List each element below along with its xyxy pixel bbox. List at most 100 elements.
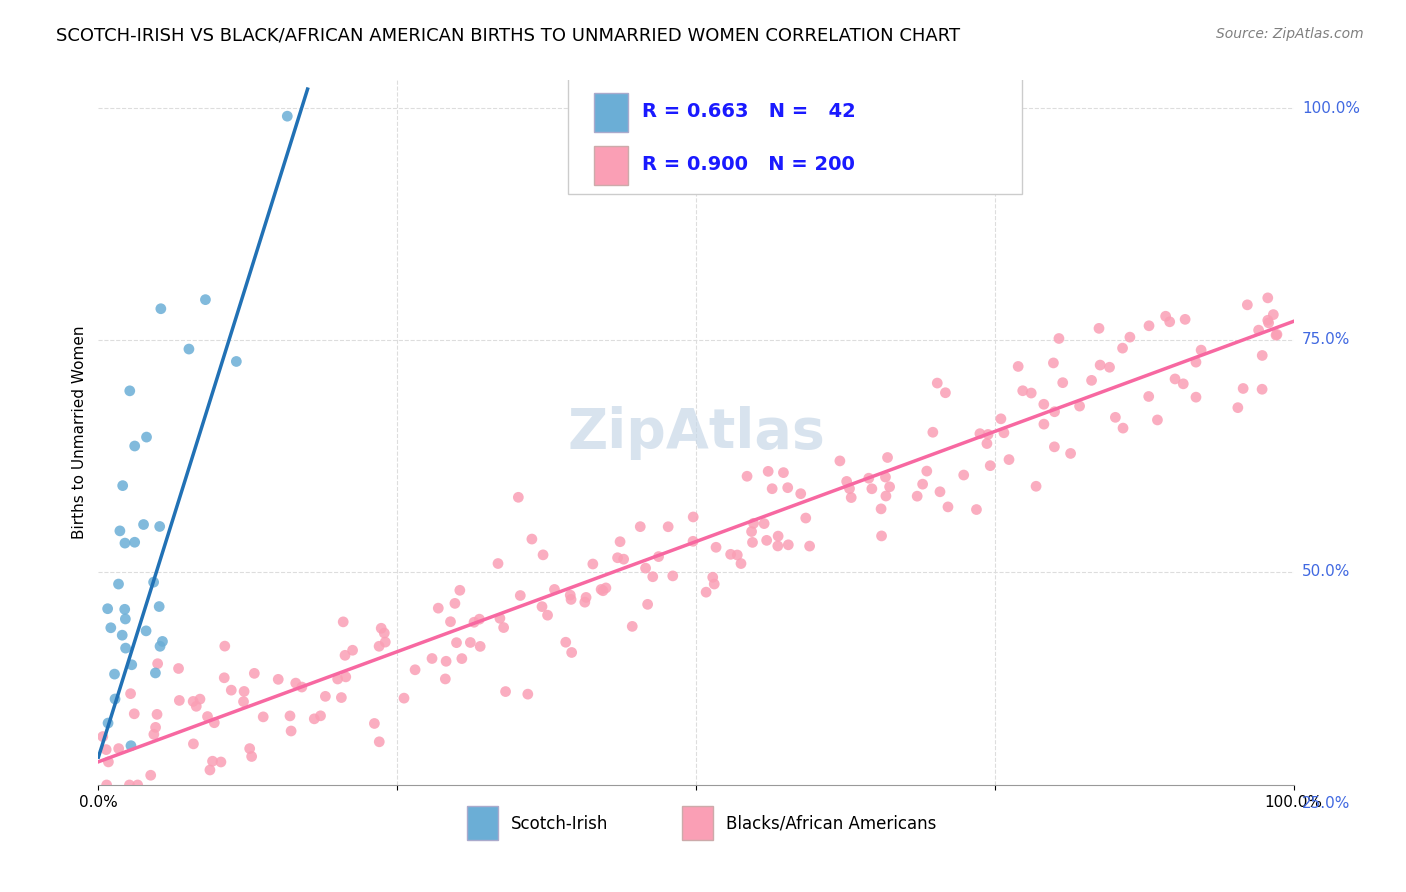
Point	[114, 536, 136, 550]
Point	[998, 452, 1021, 467]
Point	[536, 608, 558, 623]
Point	[434, 672, 457, 686]
Point	[755, 533, 778, 548]
Point	[135, 430, 157, 444]
Point	[725, 548, 748, 562]
Point	[574, 595, 596, 609]
Text: SCOTCH-IRISH VS BLACK/AFRICAN AMERICAN BIRTHS TO UNMARRIED WOMEN CORRELATION CHA: SCOTCH-IRISH VS BLACK/AFRICAN AMERICAN B…	[56, 27, 960, 45]
Point	[870, 529, 893, 543]
Point	[1011, 384, 1033, 398]
Point	[1185, 355, 1208, 369]
Point	[560, 592, 582, 607]
Point	[146, 657, 169, 671]
Point	[875, 470, 897, 484]
Point	[965, 502, 987, 516]
Point	[1032, 417, 1054, 432]
FancyBboxPatch shape	[682, 806, 713, 840]
Point	[929, 484, 952, 499]
Point	[735, 469, 758, 483]
Point	[105, 838, 128, 852]
Point	[183, 737, 205, 751]
Point	[124, 439, 146, 453]
Point	[201, 838, 224, 853]
Point	[860, 482, 883, 496]
Point	[915, 464, 938, 478]
Text: 75.0%: 75.0%	[1302, 333, 1350, 347]
Point	[142, 727, 165, 741]
Point	[104, 692, 127, 706]
Point	[720, 547, 742, 561]
Point	[107, 741, 129, 756]
Point	[1043, 405, 1066, 419]
Point	[911, 477, 934, 491]
Point	[149, 640, 172, 654]
Point	[921, 425, 943, 440]
Text: R = 0.663   N =   42: R = 0.663 N = 42	[643, 103, 856, 121]
Point	[111, 628, 134, 642]
Point	[828, 454, 851, 468]
Point	[374, 635, 396, 649]
Point	[835, 475, 858, 489]
Point	[233, 684, 256, 698]
Point	[103, 667, 125, 681]
Point	[291, 680, 314, 694]
Point	[114, 612, 136, 626]
Point	[703, 577, 725, 591]
FancyBboxPatch shape	[595, 93, 628, 132]
Point	[1247, 323, 1270, 337]
Point	[934, 385, 956, 400]
Point	[1007, 359, 1029, 374]
Point	[606, 550, 628, 565]
FancyBboxPatch shape	[595, 145, 628, 185]
Point	[444, 596, 467, 610]
Point	[276, 109, 298, 123]
Point	[149, 519, 172, 533]
Point	[1251, 349, 1274, 363]
Point	[742, 516, 765, 531]
Point	[120, 687, 142, 701]
Point	[470, 640, 492, 654]
Point	[145, 665, 167, 680]
Point	[450, 651, 472, 665]
Point	[875, 489, 897, 503]
Point	[741, 535, 763, 549]
Point	[145, 720, 167, 734]
Point	[304, 712, 326, 726]
Point	[434, 654, 457, 668]
Point	[105, 815, 128, 830]
Point	[267, 673, 290, 687]
Point	[132, 517, 155, 532]
Point	[368, 640, 391, 654]
Point	[460, 635, 482, 649]
Text: Scotch-Irish: Scotch-Irish	[510, 814, 609, 833]
Point	[575, 591, 598, 605]
Point	[628, 519, 651, 533]
Point	[969, 426, 991, 441]
Point	[149, 301, 172, 316]
Point	[420, 651, 443, 665]
Point	[335, 670, 357, 684]
Point	[1052, 376, 1074, 390]
Point	[495, 684, 517, 698]
Point	[118, 384, 141, 398]
Point	[284, 676, 307, 690]
Point	[333, 648, 356, 663]
Point	[177, 342, 200, 356]
Point	[1173, 376, 1195, 391]
Point	[373, 626, 395, 640]
Point	[1265, 327, 1288, 342]
Point	[531, 548, 554, 562]
Point	[1059, 446, 1081, 460]
Point	[135, 624, 157, 638]
Point	[776, 481, 799, 495]
Point	[107, 577, 129, 591]
Point	[530, 599, 553, 614]
Point	[621, 619, 644, 633]
Point	[1088, 358, 1111, 372]
Point	[990, 412, 1012, 426]
Point	[139, 768, 162, 782]
Point	[1257, 313, 1279, 327]
Point	[1111, 341, 1133, 355]
Point	[214, 639, 236, 653]
Point	[181, 694, 204, 708]
